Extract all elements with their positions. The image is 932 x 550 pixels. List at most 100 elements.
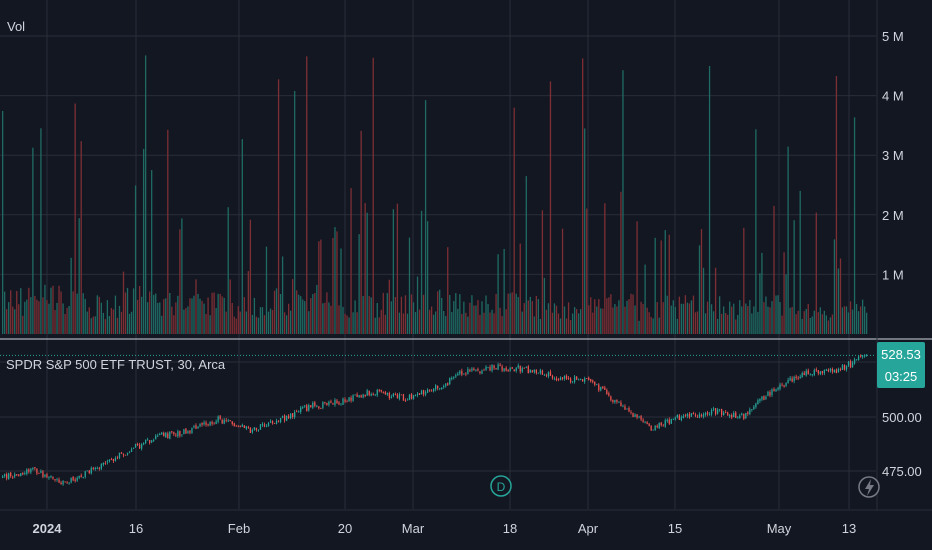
candle-body (205, 422, 207, 425)
candle-body (251, 430, 254, 433)
candle-body (368, 390, 370, 396)
volume-bar (622, 70, 624, 334)
candle-body (757, 400, 759, 405)
time-axis-label: 18 (503, 521, 517, 536)
volume-bar (485, 295, 487, 334)
candle-body (819, 371, 821, 375)
candle-body (759, 398, 761, 401)
candle-body (777, 387, 779, 390)
candle-body (859, 356, 862, 358)
volume-bar (183, 309, 185, 334)
candle-body (364, 394, 366, 396)
volume-bar (594, 299, 596, 334)
volume-bar (640, 301, 642, 334)
volume-tick-label: 5 M (882, 29, 904, 44)
candle-body (155, 435, 157, 440)
time-axis-label: 13 (842, 521, 856, 536)
candle-body (811, 374, 813, 376)
candle-body (773, 389, 775, 391)
candle-body (324, 402, 326, 403)
candle-body (727, 412, 729, 416)
volume-bar (471, 295, 473, 334)
volume-bar (712, 311, 715, 334)
volume-bar (195, 279, 197, 334)
candle-body (592, 380, 594, 383)
candle-body (725, 412, 727, 413)
candle-body (658, 423, 660, 429)
lightning-icon[interactable] (858, 476, 880, 498)
candle-body (104, 463, 107, 464)
volume-bar (586, 208, 588, 334)
volume-bar (128, 313, 131, 334)
candle-body (545, 375, 548, 377)
volume-bar (422, 294, 425, 334)
candle-body (549, 371, 552, 376)
volume-bar (326, 292, 328, 334)
candle-body (650, 425, 652, 431)
volume-bar (735, 319, 737, 334)
volume-bar (567, 302, 570, 334)
volume-bar (743, 227, 745, 334)
candle-body (30, 468, 32, 473)
volume-bar (147, 302, 149, 334)
dividend-icon[interactable] (490, 475, 512, 497)
volume-bar (582, 58, 584, 334)
candle-body (279, 418, 282, 422)
volume-bar (509, 293, 511, 334)
candle-body (116, 457, 119, 459)
candle-body (463, 373, 465, 375)
price-scale[interactable]: 500.00 475.00 (882, 410, 922, 479)
candle-body (557, 379, 560, 381)
volume-pane-label: Vol (7, 19, 25, 34)
dividend-marker[interactable]: D (490, 475, 512, 497)
candle-body (656, 425, 658, 428)
candle-body (527, 366, 529, 374)
candle-body (565, 375, 568, 379)
volume-bar (110, 308, 113, 334)
volume-bar (537, 299, 540, 334)
volume-bar (686, 302, 689, 334)
candle-body (334, 399, 336, 405)
candle-body (737, 417, 739, 419)
candle-body (485, 366, 487, 371)
candle-body (247, 426, 250, 428)
candle-body (358, 395, 360, 398)
volume-bar (342, 306, 344, 334)
candle-body (432, 388, 435, 392)
candle-body (404, 400, 407, 402)
candle-body (122, 454, 125, 456)
volume-bar (332, 238, 334, 334)
time-axis-label: 20 (338, 521, 352, 536)
volume-bar (557, 313, 560, 334)
candle-body (723, 412, 725, 415)
candle-body (729, 415, 731, 417)
volume-bar (404, 295, 407, 334)
candle-body (590, 379, 592, 382)
volume-bar (149, 291, 151, 334)
volume-bar (245, 311, 247, 334)
candle-body (426, 389, 429, 393)
candle-body (175, 434, 177, 436)
volume-scale[interactable]: 5 M 4 M 3 M 2 M 1 M (882, 29, 904, 282)
candle-body (688, 414, 691, 418)
candle-body (2, 476, 4, 478)
time-axis-label: 16 (129, 521, 143, 536)
bar-countdown: 03:25 (885, 369, 918, 384)
price-legend[interactable]: SPDR S&P 500 ETF TRUST, 30, Arca (6, 357, 226, 372)
volume-bar (140, 296, 143, 334)
candle-body (352, 395, 354, 401)
volume-bar (863, 306, 866, 334)
volume-bar (565, 318, 568, 334)
candle-body (720, 409, 723, 415)
volume-bar (787, 146, 789, 334)
volume-bar (318, 241, 320, 334)
candle-body (517, 365, 519, 368)
candle-body (112, 459, 115, 462)
candle-body (535, 369, 538, 373)
candle-body (215, 421, 217, 424)
candle-body (801, 373, 803, 378)
candle-body (575, 376, 578, 380)
volume-bar (656, 302, 658, 334)
time-axis[interactable]: 2024 16 Feb 20 Mar 18 Apr 15 May 13 (33, 521, 857, 536)
